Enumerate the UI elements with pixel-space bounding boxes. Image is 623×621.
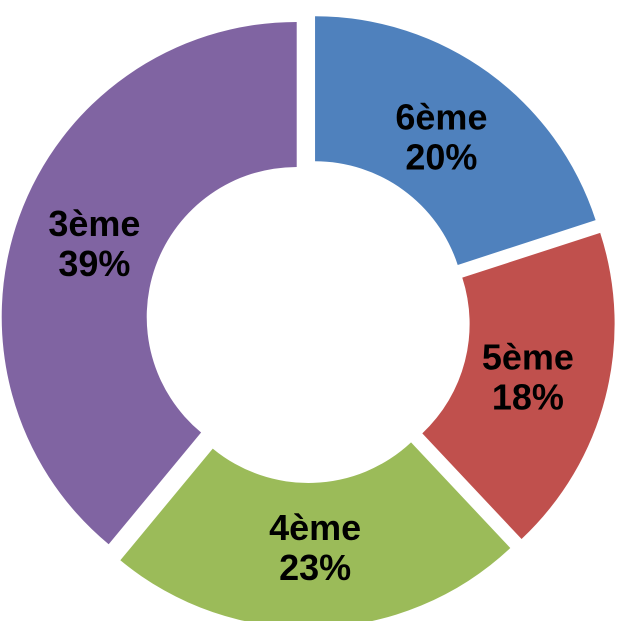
- slice-category-label: 6ème: [395, 96, 487, 137]
- slice-category-label: 3ème: [48, 203, 140, 244]
- slice-label-1: 6ème 20%: [395, 96, 487, 177]
- slice-2: [422, 232, 615, 540]
- slice-4: [1, 21, 297, 545]
- slice-label-2: 5ème 18%: [482, 336, 574, 417]
- slice-category-label: 5ème: [482, 336, 574, 377]
- slice-label-3: 4ème 23%: [269, 507, 361, 588]
- slice-value-label: 23%: [279, 547, 351, 588]
- slice-value-label: 39%: [58, 243, 130, 284]
- slice-value-label: 18%: [492, 376, 564, 417]
- slice-value-label: 20%: [405, 136, 477, 177]
- slice-label-4: 3ème 39%: [48, 203, 140, 284]
- slice-category-label: 4ème: [269, 507, 361, 548]
- slice-3: [120, 442, 511, 621]
- labels-group: 6ème 20% 5ème 18% 4ème 23% 3ème 39%: [48, 96, 574, 588]
- slices-group: [1, 16, 615, 621]
- slice-1: [315, 16, 596, 265]
